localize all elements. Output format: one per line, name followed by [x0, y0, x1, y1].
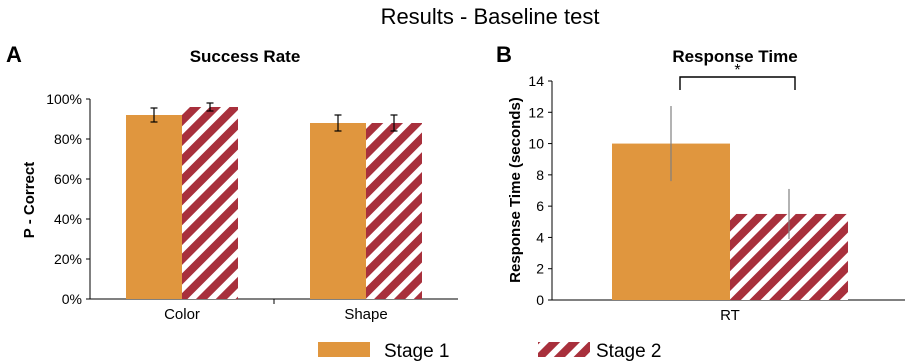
chart-a-success-rate: 0% 20% 40% 60% 80% 100% Color Shape: [46, 91, 458, 323]
figure-title: Results - Baseline test: [381, 4, 600, 29]
chart-a-ytick-label: 20%: [54, 251, 82, 267]
chart-b-ytick-label: 14: [528, 73, 544, 89]
chart-b-ytick-label: 8: [536, 167, 544, 183]
panel-label-a: A: [6, 42, 22, 67]
chart-a-ytick-label: 60%: [54, 171, 82, 187]
chart-a-title: Success Rate: [190, 47, 301, 66]
chart-a-category-label: Shape: [344, 306, 387, 323]
chart-a-ylabel: P - Correct: [21, 162, 38, 238]
chart-a-bar-shape-stage-2: [366, 123, 422, 299]
legend-swatch-stage-2: [538, 342, 590, 357]
panel-label-b: B: [496, 42, 512, 67]
chart-b-ytick-label: 4: [536, 229, 544, 245]
chart-a-bar-shape-stage-1: [310, 123, 366, 299]
chart-b-ylabel: Response Time (seconds): [507, 97, 524, 283]
chart-b-ytick-label: 0: [536, 292, 544, 308]
significance-bracket: [679, 76, 796, 90]
chart-b-ytick-label: 6: [536, 198, 544, 214]
chart-b-ytick-label: 10: [528, 136, 544, 152]
chart-b-ytick-label: 12: [528, 104, 544, 120]
chart-b-ytick-label: 2: [536, 261, 544, 277]
chart-a-ytick-label: 80%: [54, 131, 82, 147]
legend: Stage 1 Stage 2: [318, 341, 662, 362]
chart-b-category-label: RT: [720, 307, 740, 324]
chart-b-response-time: 0 2 4 6 8 10 12 14 RT *: [528, 62, 905, 324]
chart-a-bar-color-stage-2: [182, 107, 238, 299]
chart-a-ytick-label: 40%: [54, 211, 82, 227]
chart-a-ytick-label: 0%: [62, 291, 82, 307]
legend-swatch-stage-1: [318, 342, 370, 357]
chart-a-category-label: Color: [164, 306, 200, 323]
legend-label-stage-1: Stage 1: [384, 341, 450, 362]
legend-label-stage-2: Stage 2: [596, 341, 662, 362]
significance-star: *: [734, 62, 740, 79]
chart-a-ytick-label: 100%: [46, 91, 82, 107]
chart-b-title: Response Time: [672, 47, 797, 66]
chart-a-bar-color-stage-1: [126, 115, 182, 299]
